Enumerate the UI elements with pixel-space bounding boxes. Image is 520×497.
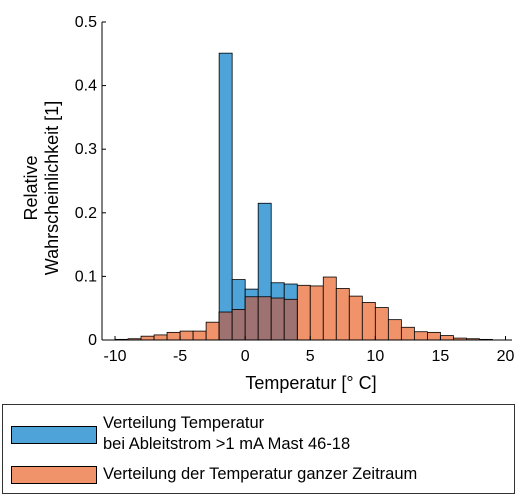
legend-label-orange: Verteilung der Temperatur ganzer Zeitrau… [103, 464, 417, 485]
bar-overlap-1 [231, 309, 246, 341]
x-tick-label-5: 15 [432, 348, 450, 365]
y-tick-label-2: 0.2 [75, 205, 97, 222]
legend-swatch-orange [11, 465, 97, 484]
bar-orange-7 [205, 321, 220, 341]
y-axis-label-line-1: Relative [21, 155, 41, 220]
x-axis-label: Temperatur [° C] [245, 373, 376, 393]
bar-orange-19 [361, 302, 376, 341]
y-tick-label-3: 0.3 [75, 141, 97, 158]
bar-overlap-5 [283, 298, 298, 341]
bar-orange-20 [374, 307, 389, 341]
bar-orange-4 [166, 331, 181, 341]
bar-orange-6 [192, 330, 207, 341]
overlap-bars-group [218, 296, 298, 341]
bar-blue-0 [218, 52, 233, 341]
orange-bars-group [114, 276, 493, 341]
bar-overlap-4 [270, 297, 285, 341]
bar-orange-23 [413, 331, 428, 341]
histogram-chart: -10 -5 0 5 10 15 20 0 0.1 0.2 0.3 0.4 0.5 Temperatur… [21, 14, 515, 393]
bar-orange-2 [140, 335, 155, 341]
bar-orange-5 [179, 330, 194, 341]
x-tick-label-1: -5 [173, 348, 187, 365]
axes-group: -10 -5 0 5 10 15 20 0 0.1 0.2 0.3 0.4 0.5 [75, 14, 515, 365]
x-tick-label-3: 5 [306, 348, 315, 365]
bar-orange-18 [348, 295, 363, 341]
y-tick-label-5: 0.5 [75, 14, 97, 31]
bar-overlap-0 [218, 311, 233, 341]
y-tick-label-1: 0.1 [75, 268, 97, 285]
legend-label-blue-line-1: Verteilung Temperatur [103, 414, 265, 432]
x-tick-label-4: 10 [366, 348, 384, 365]
bar-overlap-2 [244, 296, 259, 341]
legend-item-orange: Verteilung der Temperatur ganzer Zeitrau… [11, 464, 417, 485]
bar-orange-24 [426, 331, 441, 341]
bar-overlap-3 [257, 296, 272, 341]
bar-orange-17 [335, 288, 350, 341]
bar-orange-22 [400, 326, 415, 341]
y-axis-label-line-2: Wahrscheinlichkeit [1] [42, 101, 62, 275]
legend-label-blue-line-2: bei Ableitstrom >1 mA Mast 46-18 [103, 435, 351, 453]
y-tick-label-0: 0 [88, 332, 97, 349]
y-tick-label-4: 0.4 [75, 78, 97, 95]
legend-label-orange-line-1: Verteilung der Temperatur ganzer Zeitrau… [103, 465, 418, 483]
x-tick-label-0: -10 [103, 348, 126, 365]
bar-orange-3 [153, 334, 168, 341]
legend-item-blue: Verteilung Temperatur bei Ableitstrom >1… [11, 413, 350, 455]
legend: Verteilung Temperatur bei Ableitstrom >1… [2, 404, 515, 494]
legend-label-blue: Verteilung Temperatur bei Ableitstrom >1… [103, 413, 350, 455]
x-tick-label-2: 0 [241, 348, 250, 365]
legend-swatch-blue [11, 426, 97, 444]
bar-orange-16 [322, 276, 337, 341]
bar-orange-21 [387, 319, 402, 341]
bar-orange-14 [296, 284, 311, 341]
bar-orange-15 [309, 285, 324, 341]
x-tick-label-6: 20 [497, 348, 515, 365]
bar-orange-25 [440, 335, 454, 341]
